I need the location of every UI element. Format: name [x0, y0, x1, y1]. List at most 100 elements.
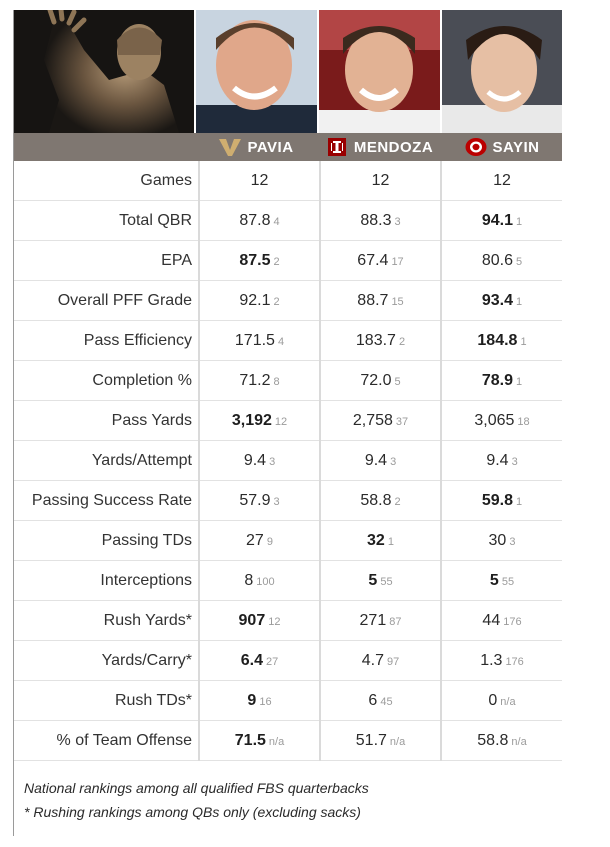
stat-value: 80.6 — [481, 251, 513, 269]
pavia-photo — [196, 10, 317, 133]
stat-rank: 55 — [380, 575, 393, 588]
stat-rank: 176 — [505, 655, 524, 668]
stat-value: 58.8 — [477, 731, 509, 749]
stat-label: Rush TDs* — [14, 680, 199, 721]
stat-rank: 37 — [395, 415, 409, 428]
stat-label: Total QBR — [14, 200, 199, 241]
stat-cell: 5 55 — [440, 560, 562, 601]
stat-value: 92.1 — [239, 291, 271, 309]
stat-rank: 27 — [266, 655, 279, 668]
stat-rank: 16 — [259, 695, 272, 708]
stat-value: 87.8 — [239, 211, 271, 229]
stat-value: 9 — [247, 691, 257, 709]
stat-rank: 18 — [517, 415, 530, 428]
pavia-header: PAVIA — [196, 133, 317, 161]
stat-value: 94.1 — [481, 211, 513, 229]
stat-label: Rush Yards* — [14, 600, 199, 641]
stat-value: 3,192 — [231, 411, 272, 429]
stat-value: 171.5 — [234, 331, 275, 349]
stat-value: 9.4 — [243, 451, 267, 469]
stat-rank: 1 — [520, 335, 527, 348]
stat-rank: 12 — [274, 415, 288, 428]
stat-cell: 59.8 1 — [440, 480, 562, 521]
table-row: Passing TDs 27 9 32 1 30 3 — [14, 520, 562, 561]
stat-cell: 184.8 1 — [440, 320, 562, 361]
table-row: Rush Yards* 907 12 271 87 44 176 — [14, 600, 562, 641]
stat-cell: 87.8 4 — [198, 200, 320, 241]
stat-value: 8 — [244, 571, 254, 589]
stat-rank: 8 — [273, 375, 280, 388]
stat-rank: 2 — [394, 495, 401, 508]
stat-value: 87.5 — [239, 251, 271, 269]
stat-cell: 9.4 3 — [440, 440, 562, 481]
stat-cell: 58.8 n/a — [440, 720, 562, 761]
stat-cell: 71.2 8 — [198, 360, 320, 401]
table-row: Overall PFF Grade 92.1 2 88.7 15 93.4 1 — [14, 280, 562, 321]
stat-cell: 6 45 — [319, 680, 441, 721]
stat-value: 4.7 — [361, 651, 384, 669]
stat-value: 907 — [238, 611, 266, 629]
stat-value: 1.3 — [480, 651, 503, 669]
table-row: Yards/Attempt 9.4 3 9.4 3 9.4 3 — [14, 440, 562, 481]
table-row: Pass Efficiency 171.5 4 183.7 2 184.8 1 — [14, 320, 562, 361]
stat-cell: 58.8 2 — [319, 480, 441, 521]
stat-value: 184.8 — [477, 331, 518, 349]
sayin-photo — [442, 10, 562, 133]
stat-value: 183.7 — [355, 331, 396, 349]
stat-cell: 12 — [440, 161, 562, 201]
stat-rank: n/a — [500, 695, 516, 708]
footnote-rushing: * Rushing rankings among QBs only (exclu… — [24, 804, 361, 820]
stat-cell: 9.4 3 — [319, 440, 441, 481]
stat-cell: 93.4 1 — [440, 280, 562, 321]
stat-rank: 1 — [516, 375, 523, 388]
stat-value: 0 — [488, 691, 498, 709]
stat-cell: 27 9 — [198, 520, 320, 561]
stat-rank: n/a — [389, 735, 406, 748]
stat-label: EPA — [14, 240, 199, 281]
table-row: Yards/Carry* 6.4 27 4.7 97 1.3 176 — [14, 640, 562, 681]
stat-label: Completion % — [14, 360, 199, 401]
stat-rank: 5 — [394, 375, 401, 388]
stat-cell: 57.9 3 — [198, 480, 320, 521]
stat-rank: 3 — [509, 535, 516, 548]
stat-value: 5 — [489, 571, 499, 589]
stat-label: Passing TDs — [14, 520, 199, 561]
stat-rank: 3 — [269, 455, 276, 468]
stat-rank: 4 — [277, 335, 285, 348]
stat-cell: 3,065 18 — [440, 400, 562, 441]
stat-rank: n/a — [268, 735, 285, 748]
stat-cell: 2,758 37 — [319, 400, 441, 441]
stat-value: 12 — [493, 171, 511, 189]
photo-strip — [14, 10, 562, 133]
stat-value: 44 — [482, 611, 501, 629]
mendoza-header: MENDOZA — [319, 133, 440, 161]
mendoza-photo — [319, 10, 440, 133]
stat-value: 71.2 — [239, 371, 271, 389]
table-row: EPA 87.5 2 67.4 17 80.6 5 — [14, 240, 562, 281]
stat-value: 71.5 — [234, 731, 266, 749]
stat-cell: 4.7 97 — [319, 640, 441, 681]
stat-cell: 30 3 — [440, 520, 562, 561]
table-row: Interceptions 8 100 5 55 5 55 — [14, 560, 562, 601]
table-row: Completion % 71.2 8 72.0 5 78.9 1 — [14, 360, 562, 401]
heisman-trophy-image — [14, 10, 194, 133]
stat-cell: 6.4 27 — [198, 640, 320, 681]
stat-cell: 271 87 — [319, 600, 441, 641]
stat-rank: 45 — [380, 695, 393, 708]
stat-cell: 87.5 2 — [198, 240, 320, 281]
table-row: Total QBR 87.8 4 88.3 3 94.1 1 — [14, 200, 562, 241]
stat-cell: 1.3 176 — [440, 640, 562, 681]
stat-cell: 51.7 n/a — [319, 720, 441, 761]
stat-rank: 1 — [516, 215, 523, 228]
stat-rank: 2 — [273, 295, 280, 308]
ohio-state-logo-icon — [465, 137, 487, 157]
stat-cell: 72.0 5 — [319, 360, 441, 401]
stat-cell: 12 — [319, 161, 441, 201]
stat-rank: 2 — [398, 335, 406, 348]
stats-table: Games 12 12 12 Total QBR 87.8 4 88.3 3 94.1 1 EPA 87… — [14, 161, 562, 761]
footnotes: National rankings among all qualified FB… — [24, 776, 369, 824]
table-row: Rush TDs* 9 16 6 45 0 n/a — [14, 680, 562, 721]
stat-label: Overall PFF Grade — [14, 280, 199, 321]
sayin-header: SAYIN — [442, 133, 562, 161]
stat-cell: 9 16 — [198, 680, 320, 721]
